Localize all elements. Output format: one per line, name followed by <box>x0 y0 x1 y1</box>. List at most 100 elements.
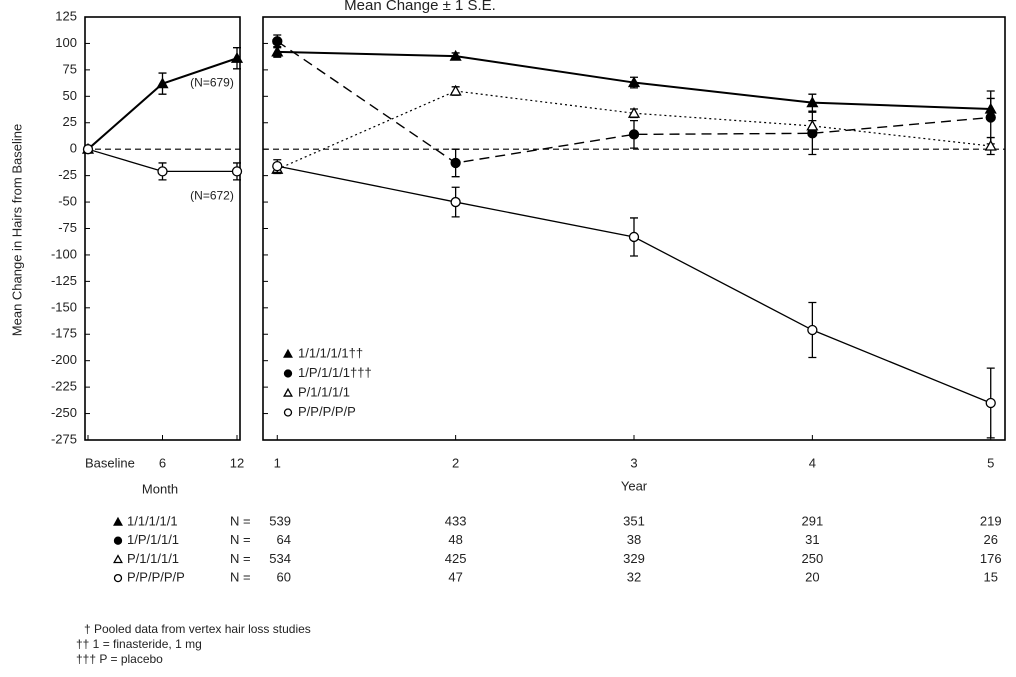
marker <box>272 36 283 47</box>
marker <box>450 157 461 169</box>
marker <box>628 231 640 243</box>
footnote: † Pooled data from vertex hair loss stud… <box>84 622 311 636</box>
y-tick-label: 0 <box>70 141 77 156</box>
row-label: P/1/1/1/1 <box>127 551 179 566</box>
marker <box>283 387 293 397</box>
y-tick-label: -225 <box>51 379 77 394</box>
marker <box>283 348 293 358</box>
footnote: †† 1 = finasteride, 1 mg <box>76 637 202 651</box>
y-tick-label: -200 <box>51 352 77 367</box>
n-count: 176 <box>980 551 1002 566</box>
n-count: 38 <box>627 532 641 547</box>
n-prefix: N = <box>230 551 251 566</box>
y-tick-label: -150 <box>51 299 77 314</box>
n-count: 539 <box>269 513 291 528</box>
marker <box>449 84 462 96</box>
legend-label: P/1/1/1/1 <box>298 384 350 399</box>
marker <box>113 554 123 564</box>
y-axis-label: Mean Change in Hairs from Baseline <box>9 124 24 336</box>
series-line <box>277 165 991 404</box>
n-count: 47 <box>448 570 462 585</box>
y-tick-label: -25 <box>58 167 77 182</box>
n-count: 534 <box>269 551 291 566</box>
n-prefix: N = <box>230 513 251 528</box>
x-tick-label: 12 <box>230 455 244 470</box>
x-tick-label: 2 <box>452 455 459 470</box>
marker <box>985 397 996 409</box>
marker <box>806 96 819 108</box>
marker <box>82 144 94 155</box>
marker <box>271 45 284 57</box>
x-tick-label: 4 <box>809 455 816 470</box>
marker <box>806 119 819 131</box>
n-count: 32 <box>627 570 641 585</box>
marker <box>283 369 293 378</box>
annotation: (N=672) <box>190 189 234 203</box>
x-tick-label: 1 <box>274 455 281 470</box>
marker <box>984 139 997 151</box>
x-axis-label: Month <box>142 481 178 496</box>
marker <box>985 112 996 123</box>
legend-label: 1/1/1/1/1†† <box>298 345 363 360</box>
row-label: P/P/P/P/P <box>127 570 185 585</box>
n-count: 219 <box>980 513 1002 528</box>
y-tick-label: -100 <box>51 246 77 261</box>
n-count: 291 <box>802 513 824 528</box>
n-count: 250 <box>802 551 824 566</box>
y-tick-label: -175 <box>51 326 77 341</box>
x-tick-label: 3 <box>630 455 637 470</box>
annotation: (N=679) <box>190 75 234 89</box>
y-tick-label: 50 <box>63 88 77 103</box>
marker <box>113 573 123 583</box>
x-axis-label: Year <box>621 478 648 493</box>
chart-title: Mean Change ± 1 S.E. <box>344 0 496 14</box>
marker <box>272 160 283 172</box>
marker <box>627 76 641 88</box>
n-count: 64 <box>277 532 291 547</box>
marker <box>230 51 244 63</box>
y-tick-label: -125 <box>51 273 77 288</box>
marker <box>449 49 462 61</box>
marker <box>231 166 243 177</box>
legend-label: P/P/P/P/P <box>298 404 356 419</box>
n-prefix: N = <box>230 532 251 547</box>
n-count: 26 <box>983 532 997 547</box>
y-tick-label: 25 <box>63 114 77 129</box>
y-tick-label: 75 <box>63 61 77 76</box>
marker <box>807 324 818 336</box>
n-count: 15 <box>983 570 997 585</box>
x-tick-label: 5 <box>987 455 994 470</box>
x-tick-label: Baseline <box>85 455 135 470</box>
n-count: 20 <box>805 570 819 585</box>
n-count: 433 <box>445 513 467 528</box>
y-tick-label: -275 <box>51 431 77 446</box>
n-count: 329 <box>623 551 645 566</box>
marker <box>628 129 640 140</box>
marker <box>113 516 123 526</box>
n-count: 425 <box>445 551 467 566</box>
legend-label: 1/P/1/1/1††† <box>298 365 372 380</box>
y-tick-label: -50 <box>58 194 77 209</box>
n-count: 48 <box>448 532 462 547</box>
y-tick-label: -250 <box>51 405 77 420</box>
y-tick-label: 125 <box>55 8 77 23</box>
row-label: 1/P/1/1/1 <box>127 532 179 547</box>
footnote: ††† P = placebo <box>76 652 163 666</box>
marker <box>156 77 169 89</box>
marker <box>450 196 461 208</box>
y-tick-label: -75 <box>58 220 77 235</box>
row-label: 1/1/1/1/1 <box>127 513 178 528</box>
x-tick-label: 6 <box>159 455 166 470</box>
marker <box>283 408 293 417</box>
n-prefix: N = <box>230 570 251 585</box>
n-count: 351 <box>623 513 645 528</box>
series-line <box>87 57 238 150</box>
n-count: 31 <box>805 532 819 547</box>
n-count: 60 <box>277 570 291 585</box>
marker <box>157 166 168 177</box>
marker <box>627 106 641 118</box>
y-tick-label: 100 <box>55 35 77 50</box>
marker <box>113 536 123 545</box>
